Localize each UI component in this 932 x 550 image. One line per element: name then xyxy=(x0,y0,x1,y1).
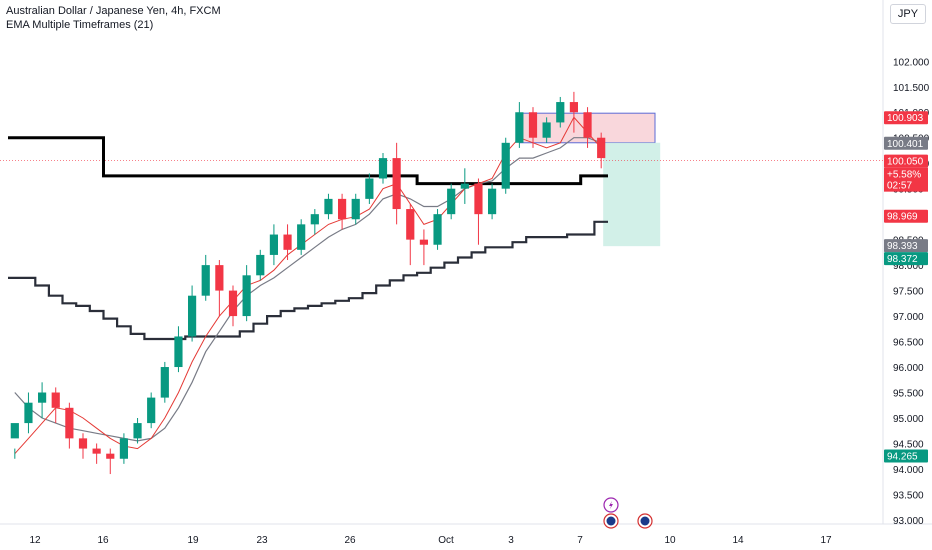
candle-body[interactable] xyxy=(392,158,401,210)
x-tick-label: 10 xyxy=(664,535,676,546)
candle-body[interactable] xyxy=(597,137,606,159)
candle-body[interactable] xyxy=(174,336,183,368)
candle-body[interactable] xyxy=(569,102,578,113)
candle-body[interactable] xyxy=(406,209,415,240)
candle-body[interactable] xyxy=(133,423,142,439)
price-label: 94.265 xyxy=(887,451,918,462)
price-label-bg xyxy=(884,449,928,463)
y-tick-label: 96.000 xyxy=(893,363,924,374)
currency-button[interactable]: JPY xyxy=(890,4,926,24)
y-tick-label: 93.500 xyxy=(893,490,924,501)
x-tick-label: 23 xyxy=(256,535,268,546)
candle-body[interactable] xyxy=(215,265,224,291)
candle-body[interactable] xyxy=(419,239,428,245)
y-tick-label: 96.500 xyxy=(893,338,924,349)
price-label: 98.393 xyxy=(887,241,918,252)
price-label: 100.050 xyxy=(887,157,924,168)
price-change-label: +5.58% xyxy=(887,170,921,181)
price-label: 98.969 xyxy=(887,212,918,223)
x-tick-label: 7 xyxy=(577,535,583,546)
x-tick-label: 3 xyxy=(508,535,514,546)
htf-ema-lower-line xyxy=(8,220,608,341)
price-label-bg xyxy=(884,111,928,125)
indicator-legend[interactable]: EMA Multiple Timeframes (21) xyxy=(6,19,154,31)
y-tick-label: 95.500 xyxy=(893,389,924,400)
price-label-bg xyxy=(884,209,928,223)
candle-body[interactable] xyxy=(147,397,156,424)
price-label: 98.372 xyxy=(887,254,918,265)
x-tick-label: 12 xyxy=(29,535,41,546)
price-label-bg xyxy=(884,136,928,150)
x-tick-label: 26 xyxy=(344,535,356,546)
candle-body[interactable] xyxy=(474,183,483,215)
candle-body[interactable] xyxy=(488,188,497,215)
candle-body[interactable] xyxy=(78,438,88,449)
candle-body[interactable] xyxy=(119,438,128,459)
candle-body[interactable] xyxy=(365,178,374,199)
x-tick-label: 14 xyxy=(732,535,744,546)
candle-body[interactable] xyxy=(460,183,469,189)
candle-body[interactable] xyxy=(338,198,347,220)
candle-body[interactable] xyxy=(65,407,74,439)
y-tick-label: 97.500 xyxy=(893,287,924,298)
candle-body[interactable] xyxy=(10,423,19,439)
x-tick-label: 17 xyxy=(820,535,832,546)
price-label: 100.401 xyxy=(887,139,924,150)
candle-countdown-label: 02:57 xyxy=(887,181,912,192)
y-tick-label: 95.000 xyxy=(893,414,924,425)
x-tick-label: Oct xyxy=(438,535,454,546)
candle-body[interactable] xyxy=(583,112,592,138)
candle-body[interactable] xyxy=(378,158,388,179)
candle-body[interactable] xyxy=(38,392,47,403)
y-tick-label: 102.000 xyxy=(893,57,930,68)
lightning-glyph xyxy=(609,501,613,509)
y-tick-label: 97.000 xyxy=(893,312,924,323)
x-tick-label: 19 xyxy=(187,535,199,546)
candle-body[interactable] xyxy=(351,198,360,220)
candle-body[interactable] xyxy=(542,122,551,138)
flag-glyph xyxy=(606,516,616,526)
y-tick-label: 94.000 xyxy=(893,465,924,476)
candle-body[interactable] xyxy=(242,275,251,317)
candle-body[interactable] xyxy=(447,188,456,215)
candle-body[interactable] xyxy=(297,224,306,250)
candle-body[interactable] xyxy=(515,112,524,143)
candle-body[interactable] xyxy=(256,254,265,276)
y-tick-label: 93.000 xyxy=(893,516,924,527)
price-change-bg xyxy=(884,167,928,192)
symbol-title[interactable]: Australian Dollar / Japanese Yen, 4h, FX… xyxy=(6,5,221,17)
flag-glyph xyxy=(640,516,650,526)
price-label-bg xyxy=(884,154,928,168)
candle-body[interactable] xyxy=(51,392,60,408)
candle-body[interactable] xyxy=(160,367,169,398)
htf-ema-upper-line xyxy=(8,136,608,186)
price-label-bg xyxy=(884,239,928,253)
candle-body[interactable] xyxy=(324,198,333,215)
candle-body[interactable] xyxy=(106,453,115,459)
candle-body[interactable] xyxy=(433,214,442,245)
candle-body[interactable] xyxy=(310,214,319,225)
y-tick-label: 94.500 xyxy=(893,439,924,450)
x-tick-label: 16 xyxy=(97,535,109,546)
candle-body[interactable] xyxy=(528,112,538,138)
candle-body[interactable] xyxy=(556,102,565,123)
candle-body[interactable] xyxy=(228,290,238,317)
candle-body[interactable] xyxy=(92,448,101,454)
candle-body[interactable] xyxy=(24,402,33,424)
price-label: 100.903 xyxy=(887,113,924,124)
candle-body[interactable] xyxy=(283,234,292,250)
y-tick-label: 98.000 xyxy=(893,261,924,272)
y-tick-label: 101.500 xyxy=(893,83,930,94)
candle-body[interactable] xyxy=(269,234,278,255)
candle-body[interactable] xyxy=(201,265,210,296)
take-profit-zone[interactable] xyxy=(603,142,661,247)
candle-body[interactable] xyxy=(501,142,510,189)
price-label-bg xyxy=(884,252,928,266)
candle-body[interactable] xyxy=(188,295,197,337)
